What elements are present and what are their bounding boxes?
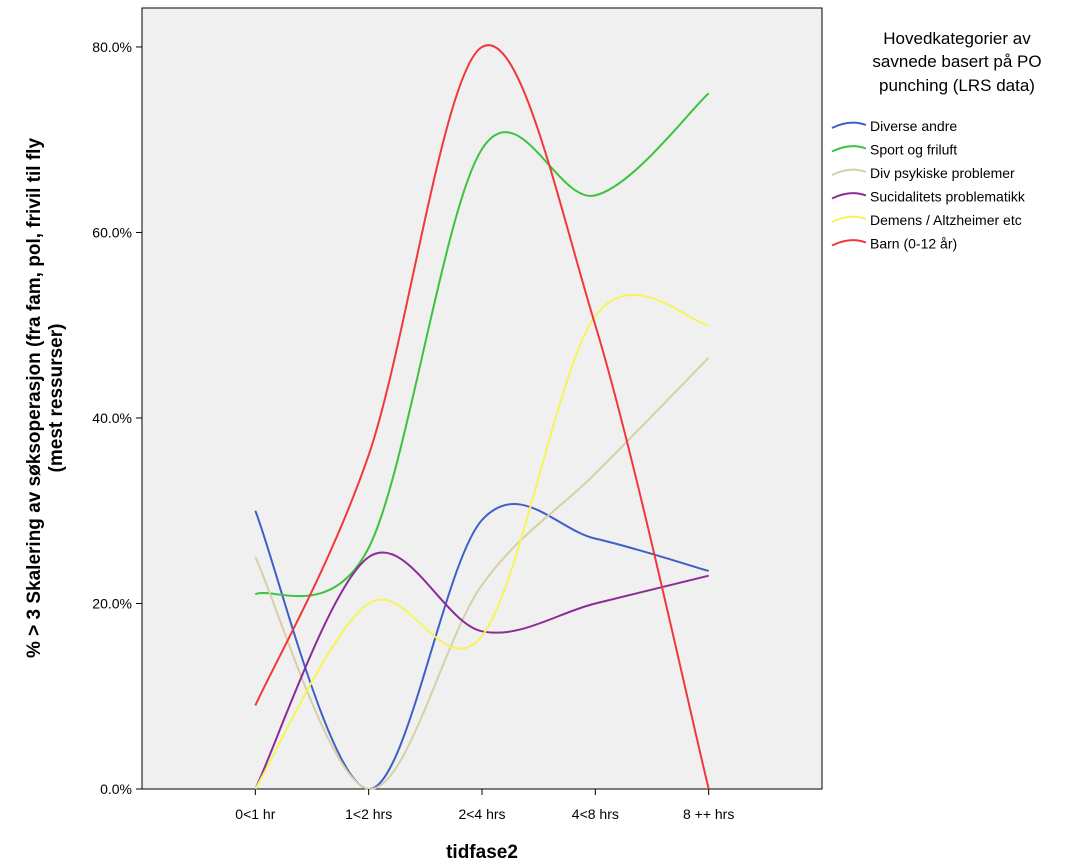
legend-label: Diverse andre — [870, 118, 957, 134]
legend-title-line3: punching (LRS data) — [879, 76, 1035, 95]
legend-swatch — [831, 121, 867, 129]
x-tick-label: 2<4 hrs — [458, 806, 505, 822]
legend-label: Demens / Altzheimer etc — [870, 212, 1022, 228]
legend-items: Diverse andre Sport og friluft Div psykisk… — [831, 118, 1026, 252]
series-line-4 — [254, 551, 709, 790]
x-tick-label: 8 ++ hrs — [683, 806, 734, 822]
legend-swatch — [831, 215, 867, 223]
x-axis: 0<1 hr 1<2 hrs 2<4 hrs 4<8 hrs 8 ++ hrs — [235, 789, 734, 822]
legend-title-line2: savnede basert på PO — [872, 52, 1041, 71]
y-tick-label: 40.0% — [92, 410, 132, 426]
series-layer — [254, 44, 710, 791]
y-axis-title-line2: (mest ressurser) — [46, 324, 67, 473]
legend-label: Sucidalitets problematikk — [870, 189, 1026, 205]
legend-swatch — [831, 239, 867, 247]
x-axis-title: tidfase2 — [446, 842, 518, 863]
y-axis: 0.0% 20.0% 40.0% 60.0% 80.0% — [92, 39, 142, 797]
series-line-6 — [254, 44, 710, 790]
legend-swatch — [831, 145, 867, 153]
legend-title-line1: Hovedkategorier av — [883, 29, 1031, 48]
legend-swatch — [831, 192, 867, 200]
x-tick-label: 4<8 hrs — [572, 806, 619, 822]
series-line-5 — [254, 293, 709, 790]
legend-label: Sport og friluft — [870, 142, 957, 158]
x-tick-label: 1<2 hrs — [345, 806, 392, 822]
y-tick-label: 0.0% — [100, 781, 132, 797]
legend-swatch — [831, 168, 867, 176]
y-tick-label: 60.0% — [92, 224, 132, 240]
x-tick-label: 0<1 hr — [235, 806, 275, 822]
legend-label: Barn (0-12 år) — [870, 236, 957, 252]
legend: Hovedkategorier av savnede basert på PO … — [831, 29, 1042, 252]
series-line-2 — [254, 92, 710, 598]
legend-label: Div psykiske problemer — [870, 165, 1015, 181]
y-axis-title-line1: % > 3 Skalering av søksoperasjon (fra fa… — [24, 138, 45, 658]
series-line-1 — [254, 503, 709, 791]
y-tick-label: 20.0% — [92, 595, 132, 611]
plot-area — [141, 7, 823, 790]
y-tick-label: 80.0% — [92, 39, 132, 55]
